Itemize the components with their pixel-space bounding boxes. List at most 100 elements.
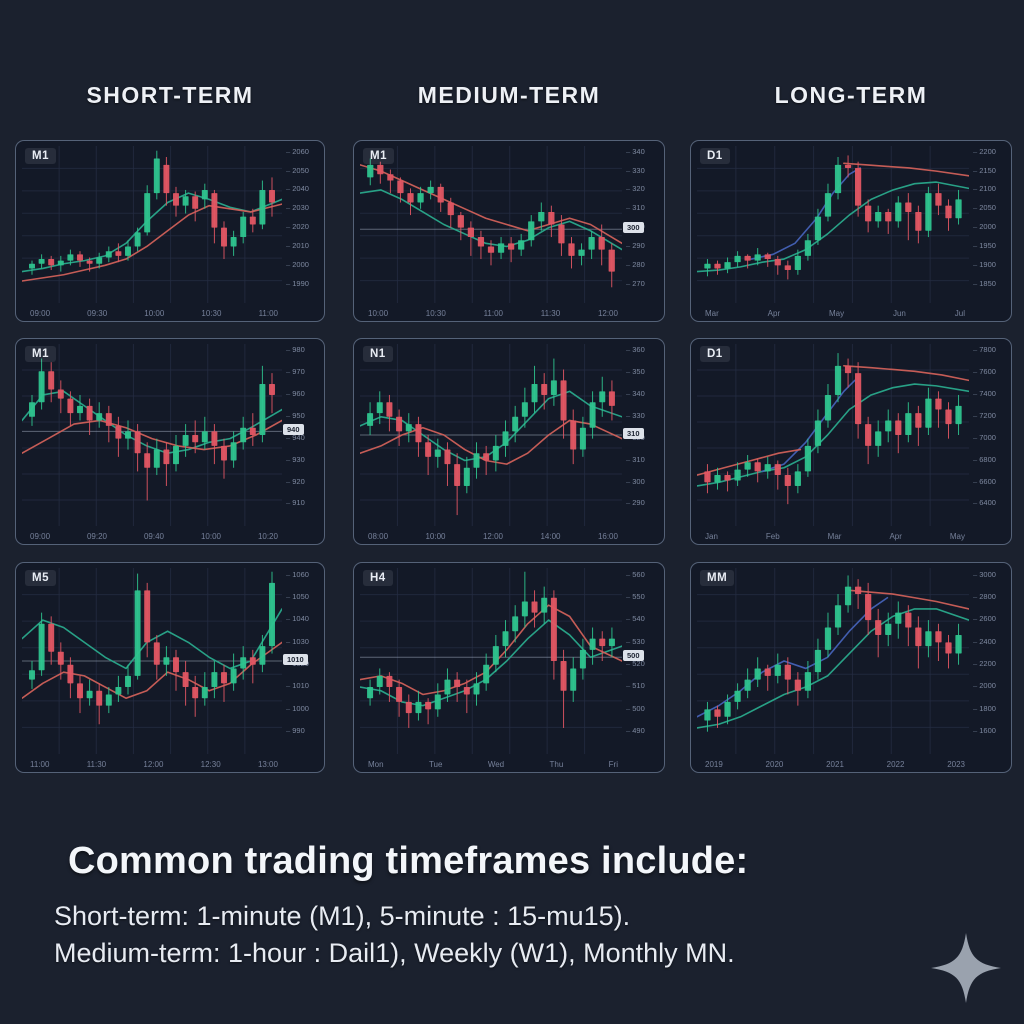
y-tick-label: 2050	[973, 203, 996, 212]
y-tick-label: 1000	[286, 704, 309, 713]
y-tick-label: 7800	[973, 345, 996, 354]
timeframe-badge: M1	[25, 148, 56, 164]
y-tick-label: 2200	[973, 659, 996, 668]
x-tick-label: 08:00	[368, 532, 389, 541]
y-tick-label: 2100	[973, 184, 996, 193]
y-tick-label: 950	[286, 411, 305, 420]
timeframe-badge: M1	[25, 346, 56, 362]
x-tick-label: 12:00	[482, 532, 503, 541]
y-tick-label: 970	[286, 367, 305, 376]
y-tick-label: 2030	[286, 203, 309, 212]
price-label-box: 500	[623, 650, 644, 662]
x-tick-label: 10:30	[425, 309, 446, 318]
y-tick-label: 500	[626, 704, 645, 713]
price-label-box: 940	[283, 424, 304, 436]
y-axis: 340330320310300290280270300	[622, 146, 662, 303]
y-tick-label: 2600	[973, 614, 996, 623]
chart-panel-long-d1-a: D1 2200 2150 2100 2050 2000 1950 1900 1850 Mar A…	[690, 140, 1012, 322]
y-tick-label: 330	[626, 166, 645, 175]
candlestick-plot	[360, 344, 622, 526]
x-tick-label: 11:00	[30, 760, 50, 769]
timeframe-badge: N1	[363, 346, 393, 362]
y-tick-label: 300	[626, 477, 645, 486]
y-tick-label: 320	[626, 184, 645, 193]
y-tick-label: 2000	[973, 222, 996, 231]
x-tick-label: Mon	[368, 760, 384, 769]
y-axis: 2060 2050 2040 2030 2020 2010 2000 1990	[282, 146, 322, 303]
y-tick-label: 2040	[286, 184, 309, 193]
x-tick-label: 11:00	[258, 309, 278, 318]
timeframe-badge: M1	[363, 148, 394, 164]
y-tick-label: 530	[626, 637, 645, 646]
y-tick-label: 560	[626, 570, 645, 579]
y-tick-label: 350	[626, 367, 645, 376]
y-tick-label: 1990	[286, 279, 309, 288]
x-tick-label: Wed	[487, 760, 505, 769]
x-tick-label: 12:00	[143, 760, 164, 769]
y-tick-label: 1010	[286, 681, 309, 690]
timeframe-badge: H4	[363, 570, 393, 586]
y-tick-label: 280	[626, 260, 645, 269]
timeframe-badge: D1	[700, 346, 730, 362]
x-axis: 08:00 10:00 12:00 14:00 16:00	[368, 532, 618, 541]
y-tick-label: 2010	[286, 241, 309, 250]
x-tick-label: Apr	[767, 309, 781, 318]
x-tick-label: Jan	[705, 532, 718, 541]
x-tick-label: 09:20	[86, 532, 108, 541]
x-tick-label: May	[949, 532, 965, 541]
y-tick-label: 2020	[286, 222, 309, 231]
y-tick-label: 360	[626, 345, 645, 354]
header-long-term: LONG-TERM	[774, 81, 928, 108]
x-tick-label: 2023	[947, 760, 965, 769]
x-tick-label: 12:30	[200, 760, 221, 769]
x-tick-label: 11:00	[483, 309, 503, 318]
y-tick-label: 310	[626, 203, 645, 212]
x-tick-label: Jun	[892, 309, 906, 318]
x-tick-label: Mar	[827, 532, 842, 541]
y-tick-label: 920	[286, 477, 305, 486]
x-tick-label: 12:00	[597, 309, 618, 318]
candlestick-plot	[697, 568, 969, 754]
sparkle-icon	[931, 933, 1001, 1003]
candlestick-plot	[360, 146, 622, 303]
x-tick-label: 2019	[705, 760, 723, 769]
y-tick-label: 7600	[973, 367, 996, 376]
y-tick-label: 1950	[973, 241, 996, 250]
price-label-box: 300	[623, 222, 644, 234]
y-axis: 980 970 960 950 940 930 920 910 940	[282, 344, 322, 526]
chart-panel-long-d1-b: D1 7800 7600 7400 7200 7000 6800 6600 6400 Jan F…	[690, 338, 1012, 545]
caption-line-medium-term: Medium-term: 1-hour : Dail1), Weekly (W1…	[54, 938, 735, 968]
x-tick-label: 09:30	[87, 309, 108, 318]
x-tick-label: 13:00	[257, 760, 278, 769]
price-label-box: 310	[623, 428, 644, 439]
y-tick-label: 2200	[973, 147, 996, 156]
x-tick-label: 10:00	[200, 532, 221, 541]
candlestick-plot	[697, 146, 969, 303]
x-tick-label: 16:00	[597, 532, 618, 541]
y-tick-label: 980	[286, 345, 305, 354]
y-axis: 3000 2800 2600 2400 2200 2000 1800 1600	[969, 568, 1009, 754]
x-axis: 11:00 11:30 12:00 12:30 13:00	[30, 760, 278, 769]
x-tick-label: 10:00	[425, 532, 446, 541]
x-tick-label: Feb	[765, 532, 780, 541]
x-axis: 2019 2020 2021 2022 2023	[705, 760, 965, 769]
y-tick-label: 6400	[973, 498, 996, 507]
caption-heading: Common trading timeframes include:	[68, 840, 749, 882]
y-tick-label: 3000	[973, 570, 996, 579]
timeframe-badge: D1	[700, 148, 730, 164]
candlestick-plot	[22, 146, 282, 303]
x-axis: Jan Feb Mar Apr May	[705, 532, 965, 541]
x-tick-label: Apr	[889, 532, 902, 541]
x-axis: Mar Apr May Jun Jul	[705, 309, 965, 318]
chart-panel-short-m5: M5 10601050104010301020101010009901010 1…	[15, 562, 325, 773]
x-tick-label: Tue	[428, 760, 443, 769]
chart-panel-medium-n1: N1 360350340330320310300290310 08:0010:0…	[353, 338, 665, 545]
y-tick-label: 6600	[973, 477, 996, 486]
y-tick-label: 7400	[973, 389, 996, 398]
y-tick-label: 290	[626, 241, 645, 250]
x-tick-label: 09:40	[143, 532, 164, 541]
x-tick-label: 10:00	[144, 309, 165, 318]
y-tick-label: 1900	[973, 260, 996, 269]
y-axis: 2200 2150 2100 2050 2000 1950 1900 1850	[969, 146, 1009, 303]
